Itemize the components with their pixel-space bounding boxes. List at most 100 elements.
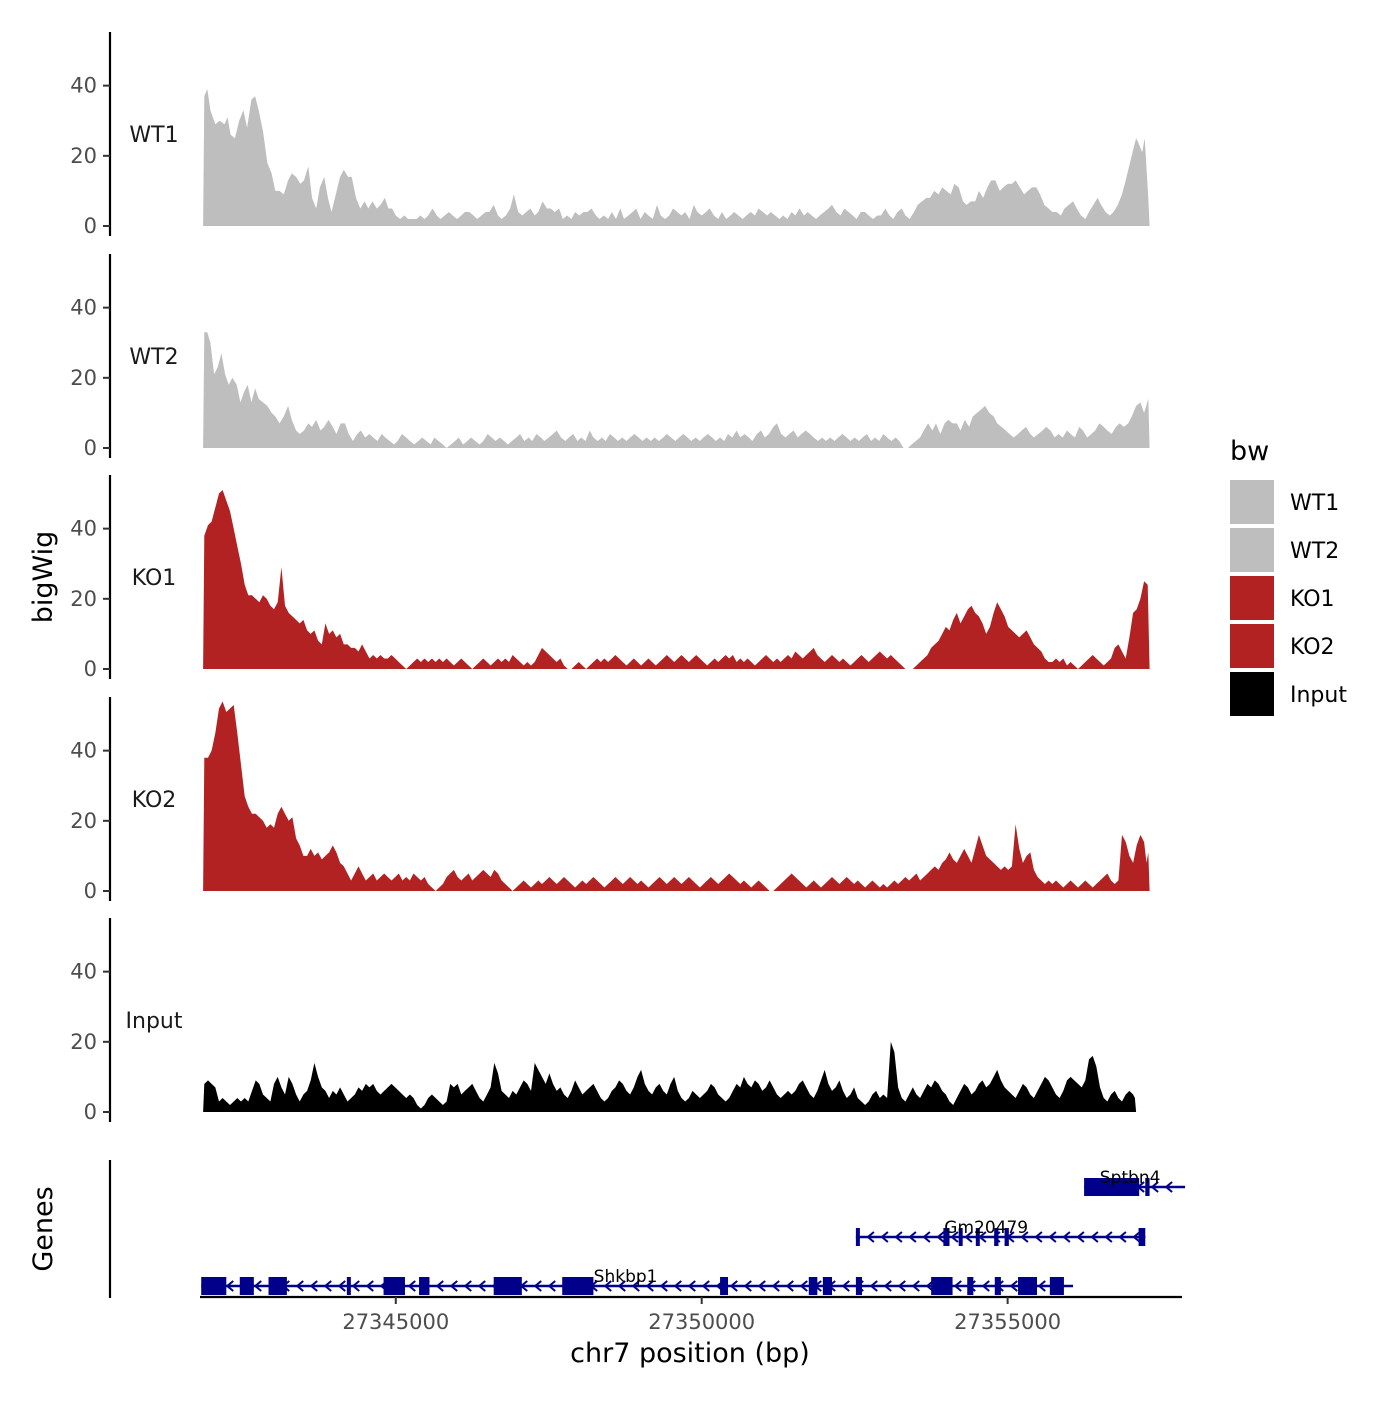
- strand-arrow: [687, 1280, 696, 1292]
- gene-label-gm20479: Gm20479: [944, 1218, 1028, 1238]
- strand-arrow: [908, 1231, 917, 1243]
- strand-arrow: [897, 1280, 906, 1292]
- y-tick-label: 20: [70, 809, 97, 833]
- exon: [493, 1277, 522, 1295]
- exon: [1018, 1277, 1037, 1295]
- strand-arrow: [964, 1231, 973, 1243]
- strand-arrow: [463, 1280, 472, 1292]
- strand-arrow: [883, 1280, 892, 1292]
- strand-arrow: [936, 1231, 945, 1243]
- strand-arrow: [841, 1280, 850, 1292]
- strand-arrow: [880, 1231, 889, 1243]
- strand-arrow: [323, 1280, 332, 1292]
- strand-arrow: [785, 1280, 794, 1292]
- track-label-wt1: WT1: [129, 123, 178, 148]
- strand-arrow: [771, 1280, 780, 1292]
- strand-arrow: [547, 1280, 556, 1292]
- exon: [720, 1277, 729, 1295]
- strand-arrow: [1118, 1231, 1127, 1243]
- exon: [1138, 1228, 1146, 1246]
- strand-arrow: [603, 1280, 612, 1292]
- y-tick-label: 40: [70, 739, 97, 763]
- exon: [855, 1277, 863, 1295]
- y-tick-label: 20: [70, 587, 97, 611]
- strand-arrow: [1090, 1231, 1099, 1243]
- track-label-ko2: KO2: [132, 788, 177, 813]
- y-tick-label: 20: [70, 1030, 97, 1054]
- y-tick-label: 0: [84, 214, 97, 238]
- gene-gm20479: Gm20479: [855, 1218, 1146, 1246]
- x-tick-label: 27355000: [954, 1310, 1061, 1334]
- track-wt2: 0 20 40 WT2: [70, 254, 1150, 460]
- strand-arrow: [922, 1231, 931, 1243]
- strand-arrow: [701, 1280, 710, 1292]
- exon: [383, 1277, 405, 1295]
- track-label-input: Input: [126, 1009, 183, 1034]
- exon: [943, 1228, 950, 1246]
- strand-arrow: [407, 1280, 416, 1292]
- y-axis-title: bigWig: [28, 531, 59, 624]
- exon: [346, 1277, 351, 1295]
- strand-arrow: [673, 1280, 682, 1292]
- x-tick-label: 27350000: [648, 1310, 755, 1334]
- exon: [268, 1277, 287, 1295]
- strand-arrow: [911, 1280, 920, 1292]
- strand-arrow: [309, 1280, 318, 1292]
- x-axis: 27345000 27350000 27355000: [200, 1295, 1182, 1334]
- tracks-layer: 0 20 40 WT1 0 20 40 WT2 0 20 40 KO1 0 20 40 KO2 0 20 40 Inp…: [70, 32, 1150, 1124]
- track-ko2: 0 20 40 KO2: [70, 697, 1150, 903]
- y-tick-label: 0: [84, 657, 97, 681]
- gene-label-shkbp1: Shkbp1: [594, 1267, 658, 1287]
- exon: [1145, 1178, 1150, 1196]
- strand-arrow: [253, 1280, 262, 1292]
- track-label-ko1: KO1: [132, 566, 177, 591]
- legend-swatch-ko1: [1230, 576, 1274, 620]
- strand-arrow: [1020, 1231, 1029, 1243]
- legend-label-wt1: WT1: [1290, 491, 1339, 516]
- legend-swatch-input: [1230, 672, 1274, 716]
- strand-arrow: [1009, 1280, 1018, 1292]
- strand-arrow: [645, 1280, 654, 1292]
- genes-panel-title: Genes: [28, 1186, 59, 1271]
- strand-arrow: [435, 1280, 444, 1292]
- strand-arrow: [337, 1280, 346, 1292]
- exon: [967, 1277, 974, 1295]
- exon: [239, 1277, 254, 1295]
- y-tick-label: 0: [84, 1100, 97, 1124]
- exon: [958, 1228, 963, 1246]
- y-tick-label: 0: [84, 436, 97, 460]
- strand-arrow: [449, 1280, 458, 1292]
- strand-arrow: [1048, 1231, 1057, 1243]
- exon: [855, 1228, 860, 1246]
- strand-arrow: [477, 1280, 486, 1292]
- strand-arrow: [365, 1280, 374, 1292]
- legend-swatch-wt2: [1230, 528, 1274, 572]
- x-axis-title: chr7 position (bp): [570, 1338, 810, 1369]
- legend-label-ko1: KO1: [1290, 587, 1335, 612]
- y-tick-label: 20: [70, 144, 97, 168]
- signal-area-ko2: [203, 701, 1150, 891]
- legend-label-wt2: WT2: [1290, 539, 1339, 564]
- strand-arrow: [866, 1231, 875, 1243]
- strand-arrow: [953, 1280, 962, 1292]
- legend: bw WT1 WT2 KO1 KO2 Input: [1230, 436, 1347, 716]
- strand-arrow: [1076, 1231, 1085, 1243]
- strand-arrow: [1132, 1231, 1141, 1243]
- strand-arrow: [1034, 1231, 1043, 1243]
- signal-area-wt2: [203, 332, 1150, 448]
- strand-arrow: [631, 1280, 640, 1292]
- strand-arrow: [869, 1280, 878, 1292]
- legend-label-input: Input: [1290, 683, 1347, 708]
- y-tick-label: 40: [70, 296, 97, 320]
- exon: [1004, 1228, 1009, 1246]
- y-tick-label: 40: [70, 74, 97, 98]
- strand-arrow: [743, 1280, 752, 1292]
- signal-area-ko1: [203, 490, 1150, 669]
- track-wt1: 0 20 40 WT1: [70, 32, 1150, 238]
- strand-arrow: [617, 1280, 626, 1292]
- strand-arrow: [799, 1280, 808, 1292]
- gene-label-sptbn4: Sptbn4: [1100, 1168, 1161, 1188]
- exon: [931, 1277, 953, 1295]
- strand-arrow: [950, 1231, 959, 1243]
